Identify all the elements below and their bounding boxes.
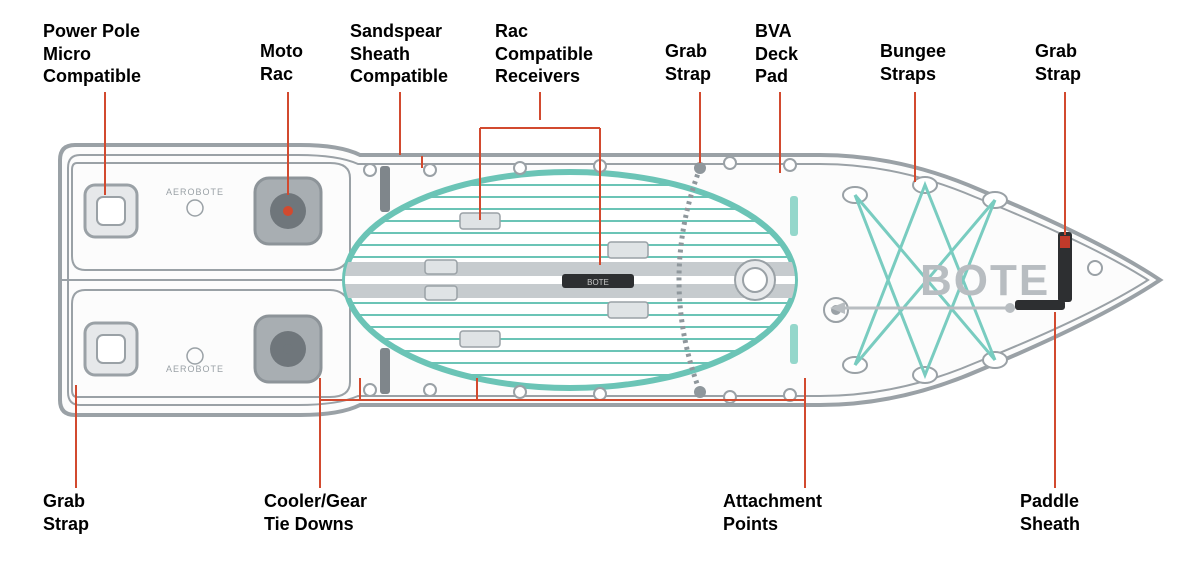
label-power-pole: Power PoleMicroCompatible bbox=[43, 20, 141, 88]
label-grab-strap-left: GrabStrap bbox=[43, 490, 89, 535]
label-moto-rac: MotoRac bbox=[260, 40, 303, 85]
strap-logo: BOTE bbox=[587, 278, 609, 287]
label-grab-strap-right: GrabStrap bbox=[1035, 40, 1081, 85]
svg-text:BOTE: BOTE bbox=[920, 256, 1050, 305]
rac-receivers bbox=[425, 213, 648, 347]
paddle-sheath bbox=[1015, 300, 1065, 310]
nose-grab-strap bbox=[1058, 232, 1102, 302]
attachment-points bbox=[364, 157, 796, 403]
tail-modules: AEROBOTE AEROBOTE bbox=[85, 178, 321, 382]
sandspear-sheath bbox=[380, 166, 798, 394]
moto-rac-bottom bbox=[255, 316, 321, 382]
aerobote-bottom: AEROBOTE bbox=[166, 364, 224, 374]
label-paddle-sheath: PaddleSheath bbox=[1020, 490, 1080, 535]
label-bva: BVADeckPad bbox=[755, 20, 798, 88]
center-grab-strap: BOTE bbox=[562, 274, 634, 288]
moto-rac-top bbox=[255, 178, 321, 244]
bote-logo: BOTE bbox=[830, 256, 1050, 314]
board-outline bbox=[60, 145, 1160, 415]
label-cooler: Cooler/GearTie Downs bbox=[264, 490, 367, 535]
label-attachment: AttachmentPoints bbox=[723, 490, 822, 535]
leader-lines bbox=[76, 92, 1065, 488]
label-sandspear: SandspearSheathCompatible bbox=[350, 20, 448, 88]
leash-plug bbox=[824, 298, 848, 322]
aerobote-top: AEROBOTE bbox=[166, 187, 224, 197]
bva-deck-pad bbox=[340, 172, 800, 388]
grab-strap-rope bbox=[679, 162, 706, 398]
bva-valve bbox=[735, 260, 775, 300]
label-rac-receivers: RacCompatibleReceivers bbox=[495, 20, 593, 88]
label-grab-strap-top: GrabStrap bbox=[665, 40, 711, 85]
label-bungee: BungeeStraps bbox=[880, 40, 946, 85]
bungee-straps bbox=[843, 177, 1007, 383]
